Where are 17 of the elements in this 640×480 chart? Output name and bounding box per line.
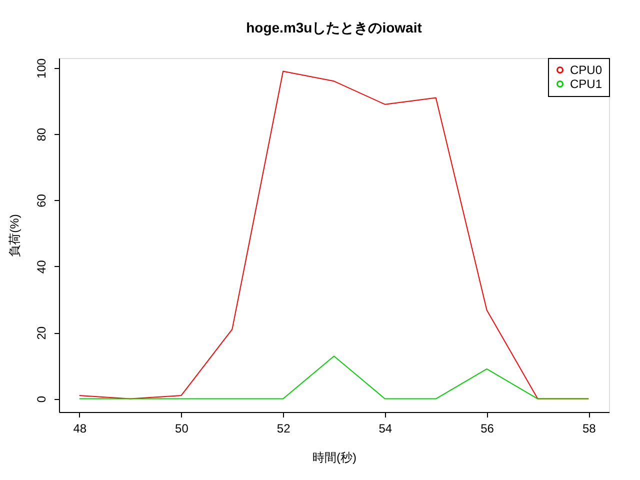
x-tick-label: 50	[175, 422, 189, 436]
y-tick-label: 40	[34, 260, 48, 274]
y-axis-title: 負荷(%)	[8, 214, 22, 257]
y-tick-label: 0	[34, 396, 48, 403]
x-tick-label: 48	[73, 422, 87, 436]
x-tick-label: 52	[276, 422, 291, 436]
chart-title: hoge.m3uしたときのiowait	[246, 20, 422, 36]
legend-label: CPU0	[570, 63, 602, 77]
x-axis-title: 時間(秒)	[312, 450, 356, 464]
y-tick-label: 60	[34, 194, 48, 208]
x-tick-label: 54	[378, 422, 392, 436]
legend-label: CPU1	[570, 77, 602, 91]
y-tick-label: 80	[34, 128, 48, 142]
y-tick-label: 20	[34, 326, 48, 340]
x-tick-label: 56	[480, 422, 494, 436]
x-tick-label: 58	[582, 422, 596, 436]
y-tick-label: 100	[34, 58, 48, 78]
